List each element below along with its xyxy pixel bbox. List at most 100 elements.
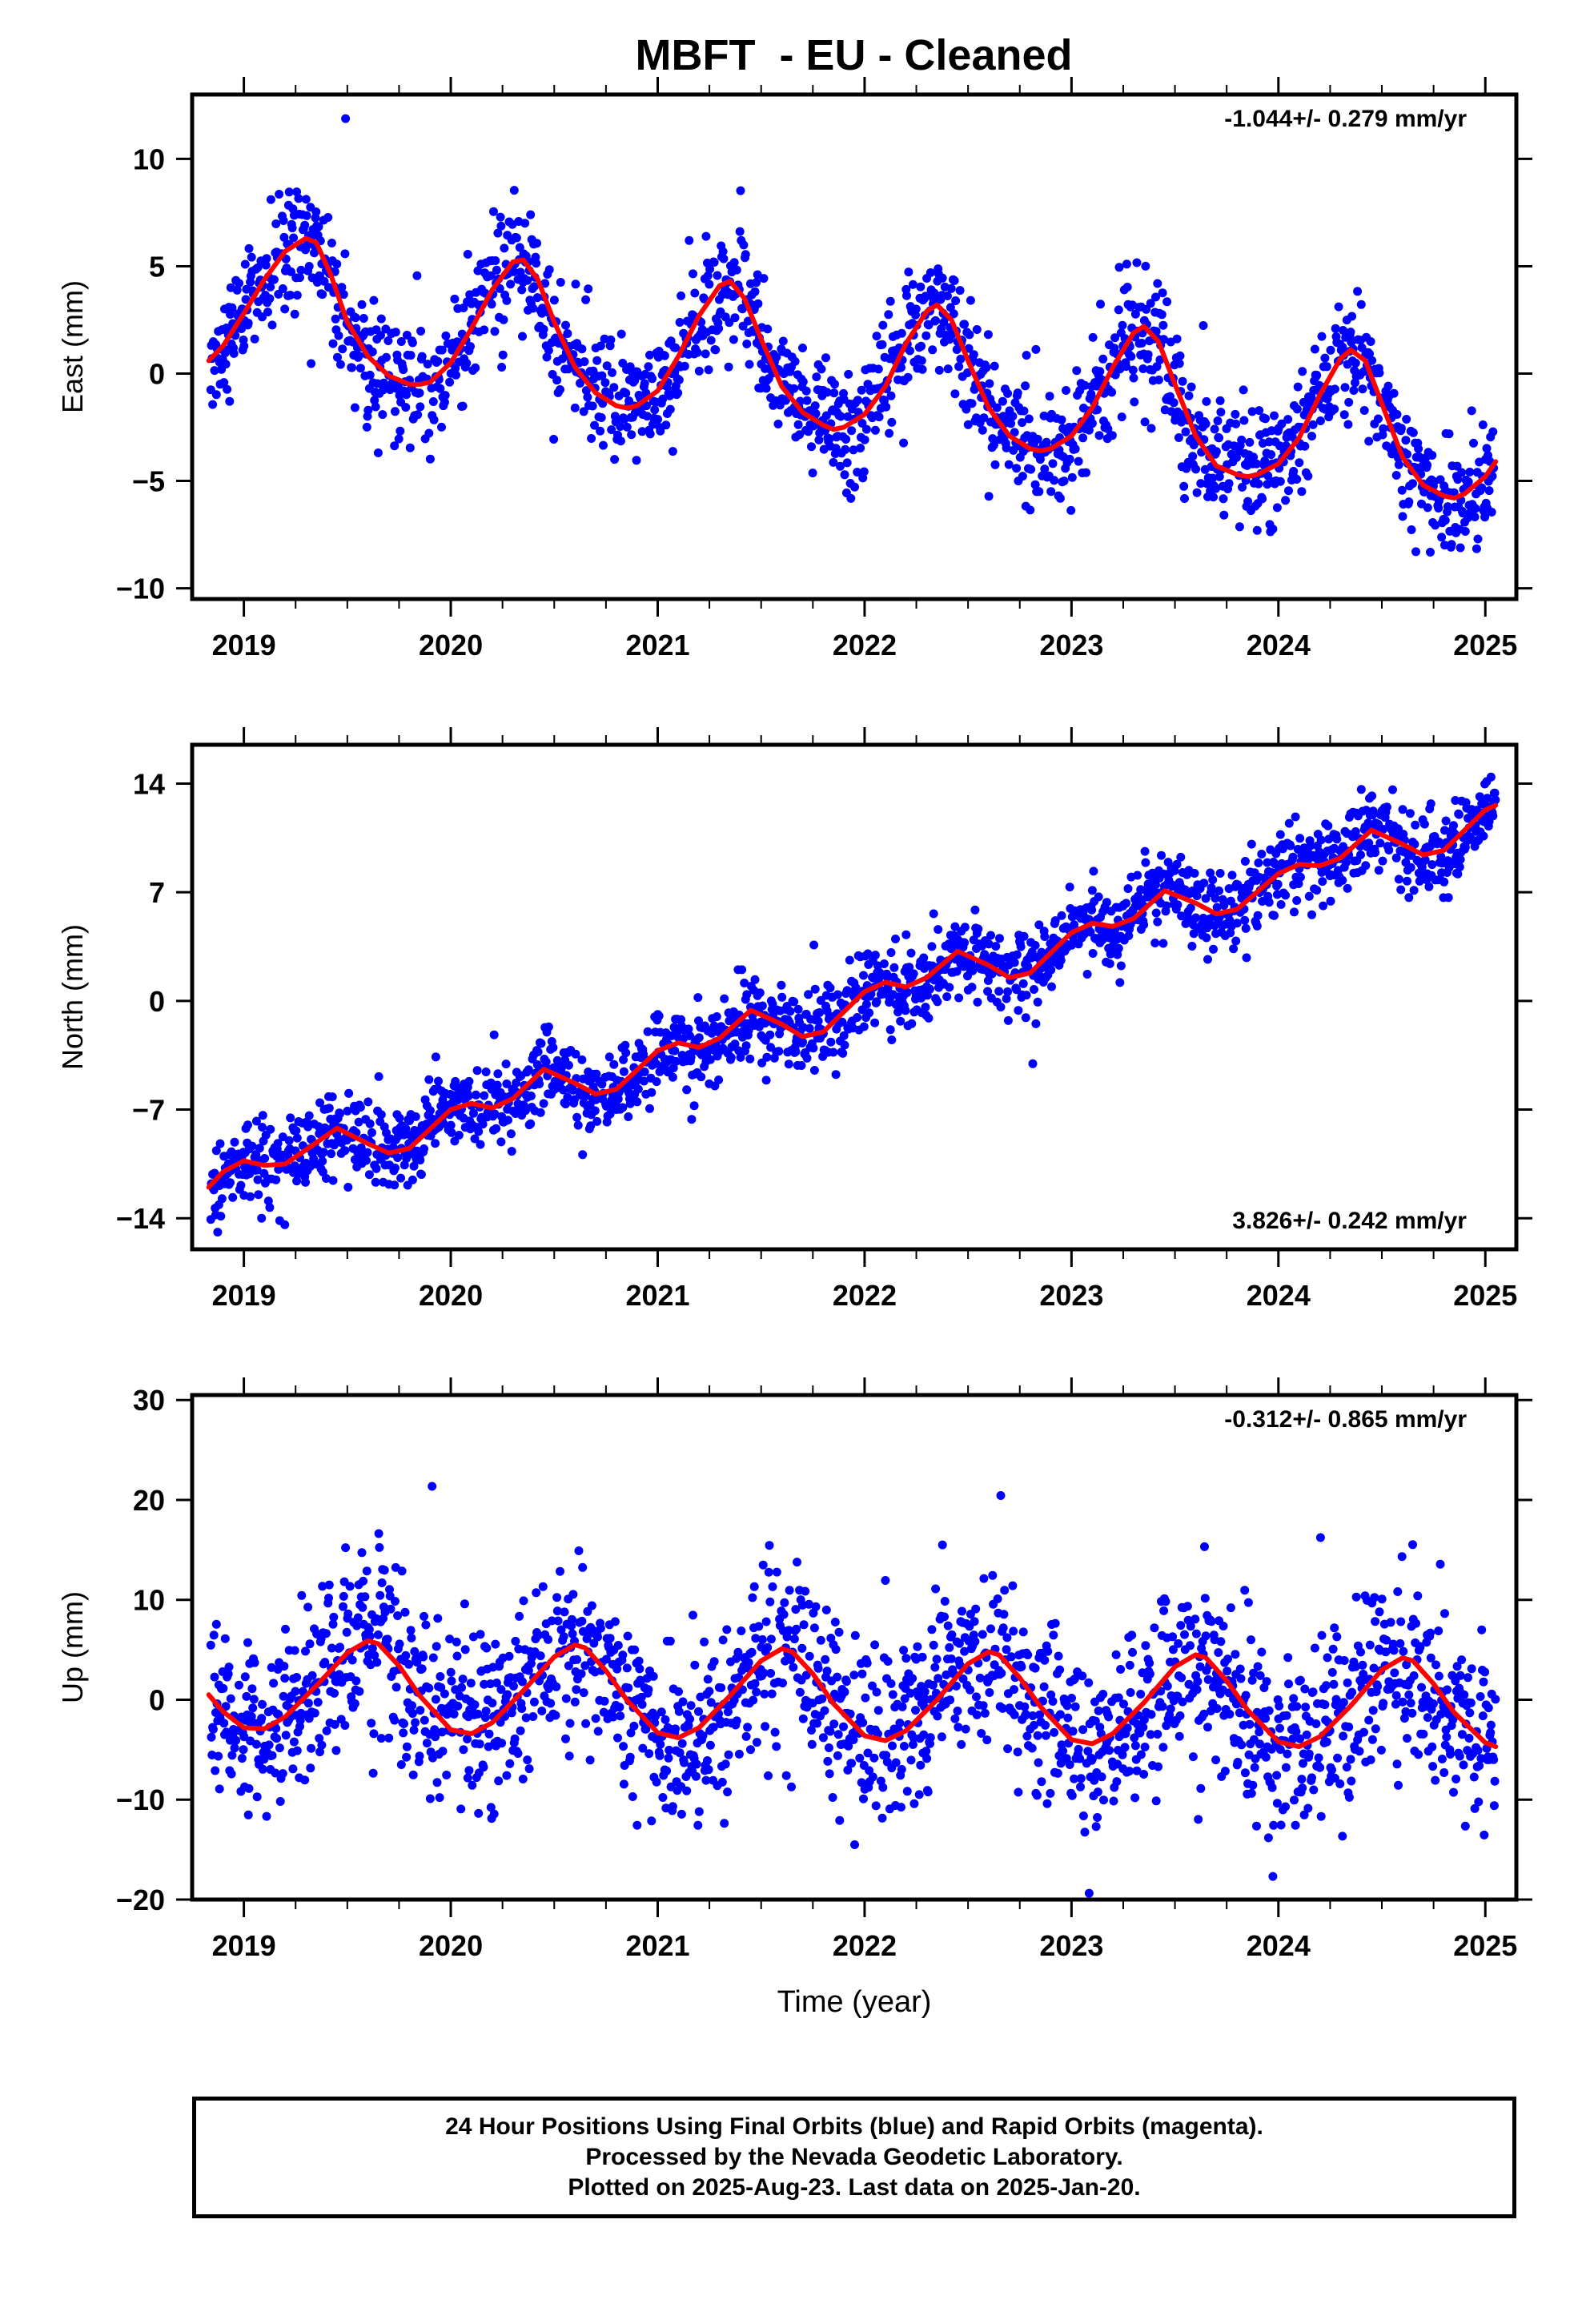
data-point xyxy=(1107,388,1117,397)
data-point xyxy=(291,1126,301,1136)
data-point xyxy=(556,385,564,394)
data-point xyxy=(376,331,385,340)
data-point xyxy=(1042,1799,1052,1808)
data-point xyxy=(440,397,449,407)
data-point xyxy=(895,1719,905,1728)
data-point xyxy=(491,256,500,265)
data-point xyxy=(420,1715,429,1725)
data-point xyxy=(859,971,868,980)
data-point xyxy=(833,1730,843,1739)
data-point xyxy=(1004,460,1014,469)
data-point xyxy=(475,1739,484,1749)
data-point xyxy=(544,346,553,355)
data-point xyxy=(230,1137,239,1147)
data-point xyxy=(950,1714,960,1723)
data-point xyxy=(251,1739,261,1749)
data-point xyxy=(950,275,959,285)
data-point xyxy=(271,219,281,228)
data-point xyxy=(765,1541,774,1550)
data-point xyxy=(252,1165,262,1175)
data-point xyxy=(986,931,995,940)
data-point xyxy=(510,1734,520,1743)
data-point xyxy=(1058,1747,1068,1755)
data-point xyxy=(932,1655,942,1664)
x-tick-label: 2020 xyxy=(419,1279,483,1312)
data-point xyxy=(1140,417,1150,427)
data-point xyxy=(734,1749,744,1759)
data-point xyxy=(1191,464,1201,474)
data-point xyxy=(737,965,747,975)
data-point xyxy=(1065,454,1074,464)
data-point xyxy=(327,1149,336,1159)
data-point xyxy=(609,1059,619,1069)
data-point xyxy=(1048,459,1058,468)
data-point xyxy=(1409,886,1419,895)
data-point xyxy=(902,987,912,997)
data-point xyxy=(235,1680,243,1690)
data-point xyxy=(943,364,953,374)
x-tick-label: 2022 xyxy=(833,629,897,661)
data-point xyxy=(1091,1822,1101,1831)
data-point xyxy=(902,291,911,300)
data-point xyxy=(685,1715,695,1724)
data-point xyxy=(1435,475,1445,485)
data-point xyxy=(817,364,826,374)
data-point xyxy=(870,1018,880,1027)
data-point xyxy=(665,404,675,414)
data-point xyxy=(1443,893,1453,903)
data-point xyxy=(970,905,980,915)
data-point xyxy=(1130,309,1140,319)
data-point xyxy=(841,1677,851,1687)
data-point xyxy=(656,426,665,436)
data-point xyxy=(694,1033,704,1043)
data-point xyxy=(911,1706,920,1715)
data-point xyxy=(375,1590,385,1600)
data-point xyxy=(1102,898,1111,907)
data-point xyxy=(757,1058,767,1068)
data-point xyxy=(1423,460,1432,470)
data-point xyxy=(379,1566,389,1575)
data-point xyxy=(252,1792,262,1802)
data-point xyxy=(809,1066,819,1075)
data-point xyxy=(752,1687,761,1697)
data-point xyxy=(470,1134,480,1144)
data-point xyxy=(565,1719,575,1728)
data-point xyxy=(420,1144,428,1153)
data-point xyxy=(1013,388,1022,398)
data-point xyxy=(757,1634,767,1644)
data-point xyxy=(573,1120,583,1130)
data-point xyxy=(549,296,559,305)
data-point xyxy=(538,1582,548,1591)
data-point xyxy=(480,1091,489,1100)
data-point xyxy=(290,1646,299,1655)
figure-title: MBFT - EU - Cleaned xyxy=(635,31,1073,79)
data-point xyxy=(1014,1006,1023,1015)
data-point xyxy=(437,345,447,355)
data-point xyxy=(1046,487,1056,497)
data-point xyxy=(996,1003,1006,1011)
data-point xyxy=(1488,811,1498,821)
data-point xyxy=(885,1025,895,1035)
data-point xyxy=(1312,371,1322,380)
data-point xyxy=(859,467,869,476)
data-point xyxy=(400,1607,410,1617)
data-point xyxy=(532,293,542,303)
data-point xyxy=(765,1597,775,1606)
data-point xyxy=(367,347,377,356)
data-point xyxy=(292,291,302,300)
data-point xyxy=(897,363,905,372)
data-point xyxy=(841,444,850,454)
data-point xyxy=(1196,479,1206,489)
data-point xyxy=(986,1624,995,1634)
data-point xyxy=(781,396,790,405)
data-point xyxy=(517,1704,527,1713)
data-point xyxy=(524,1764,534,1774)
data-point xyxy=(1338,875,1347,885)
data-point xyxy=(208,400,218,409)
data-point xyxy=(1330,404,1339,414)
data-point xyxy=(951,296,961,305)
data-point xyxy=(227,303,237,312)
data-point xyxy=(821,353,830,363)
data-point xyxy=(347,1655,357,1665)
data-point xyxy=(592,356,602,365)
